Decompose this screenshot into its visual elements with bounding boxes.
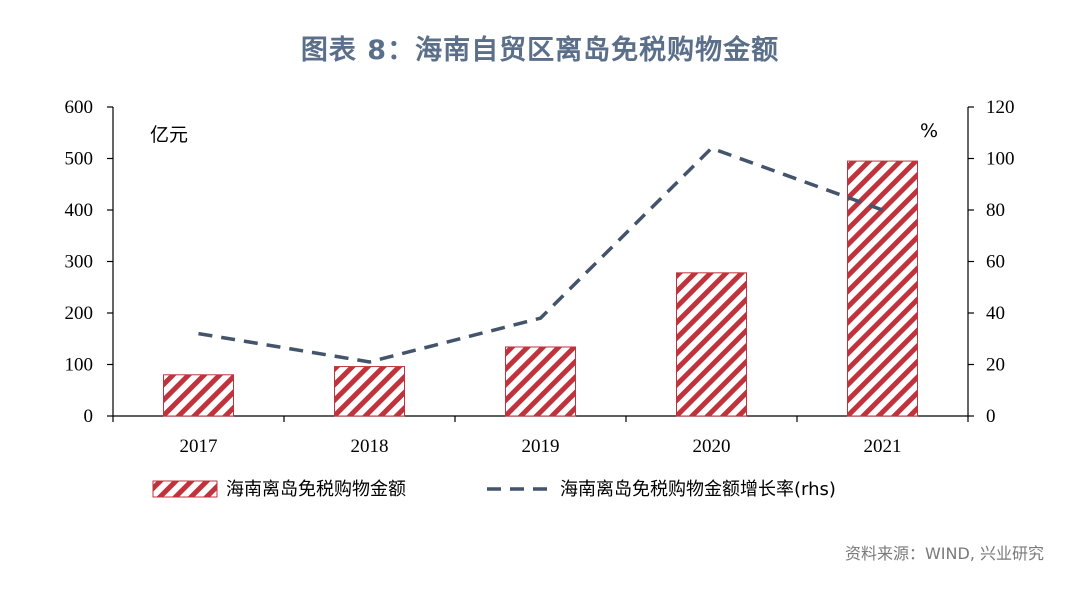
legend-bar-label: 海南离岛免税购物金额 (226, 479, 406, 500)
y-right-tick-label: 80 (986, 200, 1005, 221)
line-series-group (198, 146, 884, 364)
y-left-tick-label: 500 (65, 149, 94, 170)
y-right-tick-label: 120 (986, 97, 1015, 118)
bar (505, 346, 576, 417)
growth-rate-line (198, 146, 884, 364)
bars-group (163, 160, 918, 417)
y-left-tick-label: 100 (65, 355, 94, 376)
y-right-tick-label: 100 (986, 149, 1015, 170)
x-tick-label: 2021 (864, 436, 902, 457)
bar (163, 374, 234, 417)
x-tick-label: 2019 (522, 436, 560, 457)
x-tick-label: 2018 (351, 436, 389, 457)
legend: 海南离岛免税购物金额 海南离岛免税购物金额增长率(rhs) (152, 479, 836, 500)
y-left-tick-label: 0 (84, 406, 94, 427)
y-left-tick-label: 600 (65, 97, 94, 118)
bar (676, 272, 747, 417)
y-left-tick-label: 400 (65, 200, 94, 221)
x-tick-label: 2020 (693, 436, 731, 457)
y-right-tick-label: 20 (986, 355, 1005, 376)
chart-title: 图表 8：海南自贸区离岛免税购物金额 (300, 35, 780, 66)
x-tick-label: 2017 (180, 436, 218, 457)
bar (334, 366, 405, 417)
source-note: 资料来源：WIND, 兴业研究 (844, 544, 1044, 563)
y-right-tick-label: 0 (986, 406, 996, 427)
y-left-tick-label: 300 (65, 252, 94, 273)
legend-bar-swatch (152, 480, 218, 498)
y-left-unit: 亿元 (150, 124, 188, 146)
y-right-tick-label: 40 (986, 303, 1005, 324)
y-left-tick-label: 200 (65, 303, 94, 324)
bar (847, 160, 918, 417)
y-right-unit: % (920, 120, 938, 142)
labels-group: 0 100 200 300 400 500 600 0 20 40 60 80 100 120 2017 20… (65, 97, 1015, 457)
legend-line-label: 海南离岛免税购物金额增长率(rhs) (560, 479, 836, 500)
y-right-tick-label: 60 (986, 252, 1005, 273)
